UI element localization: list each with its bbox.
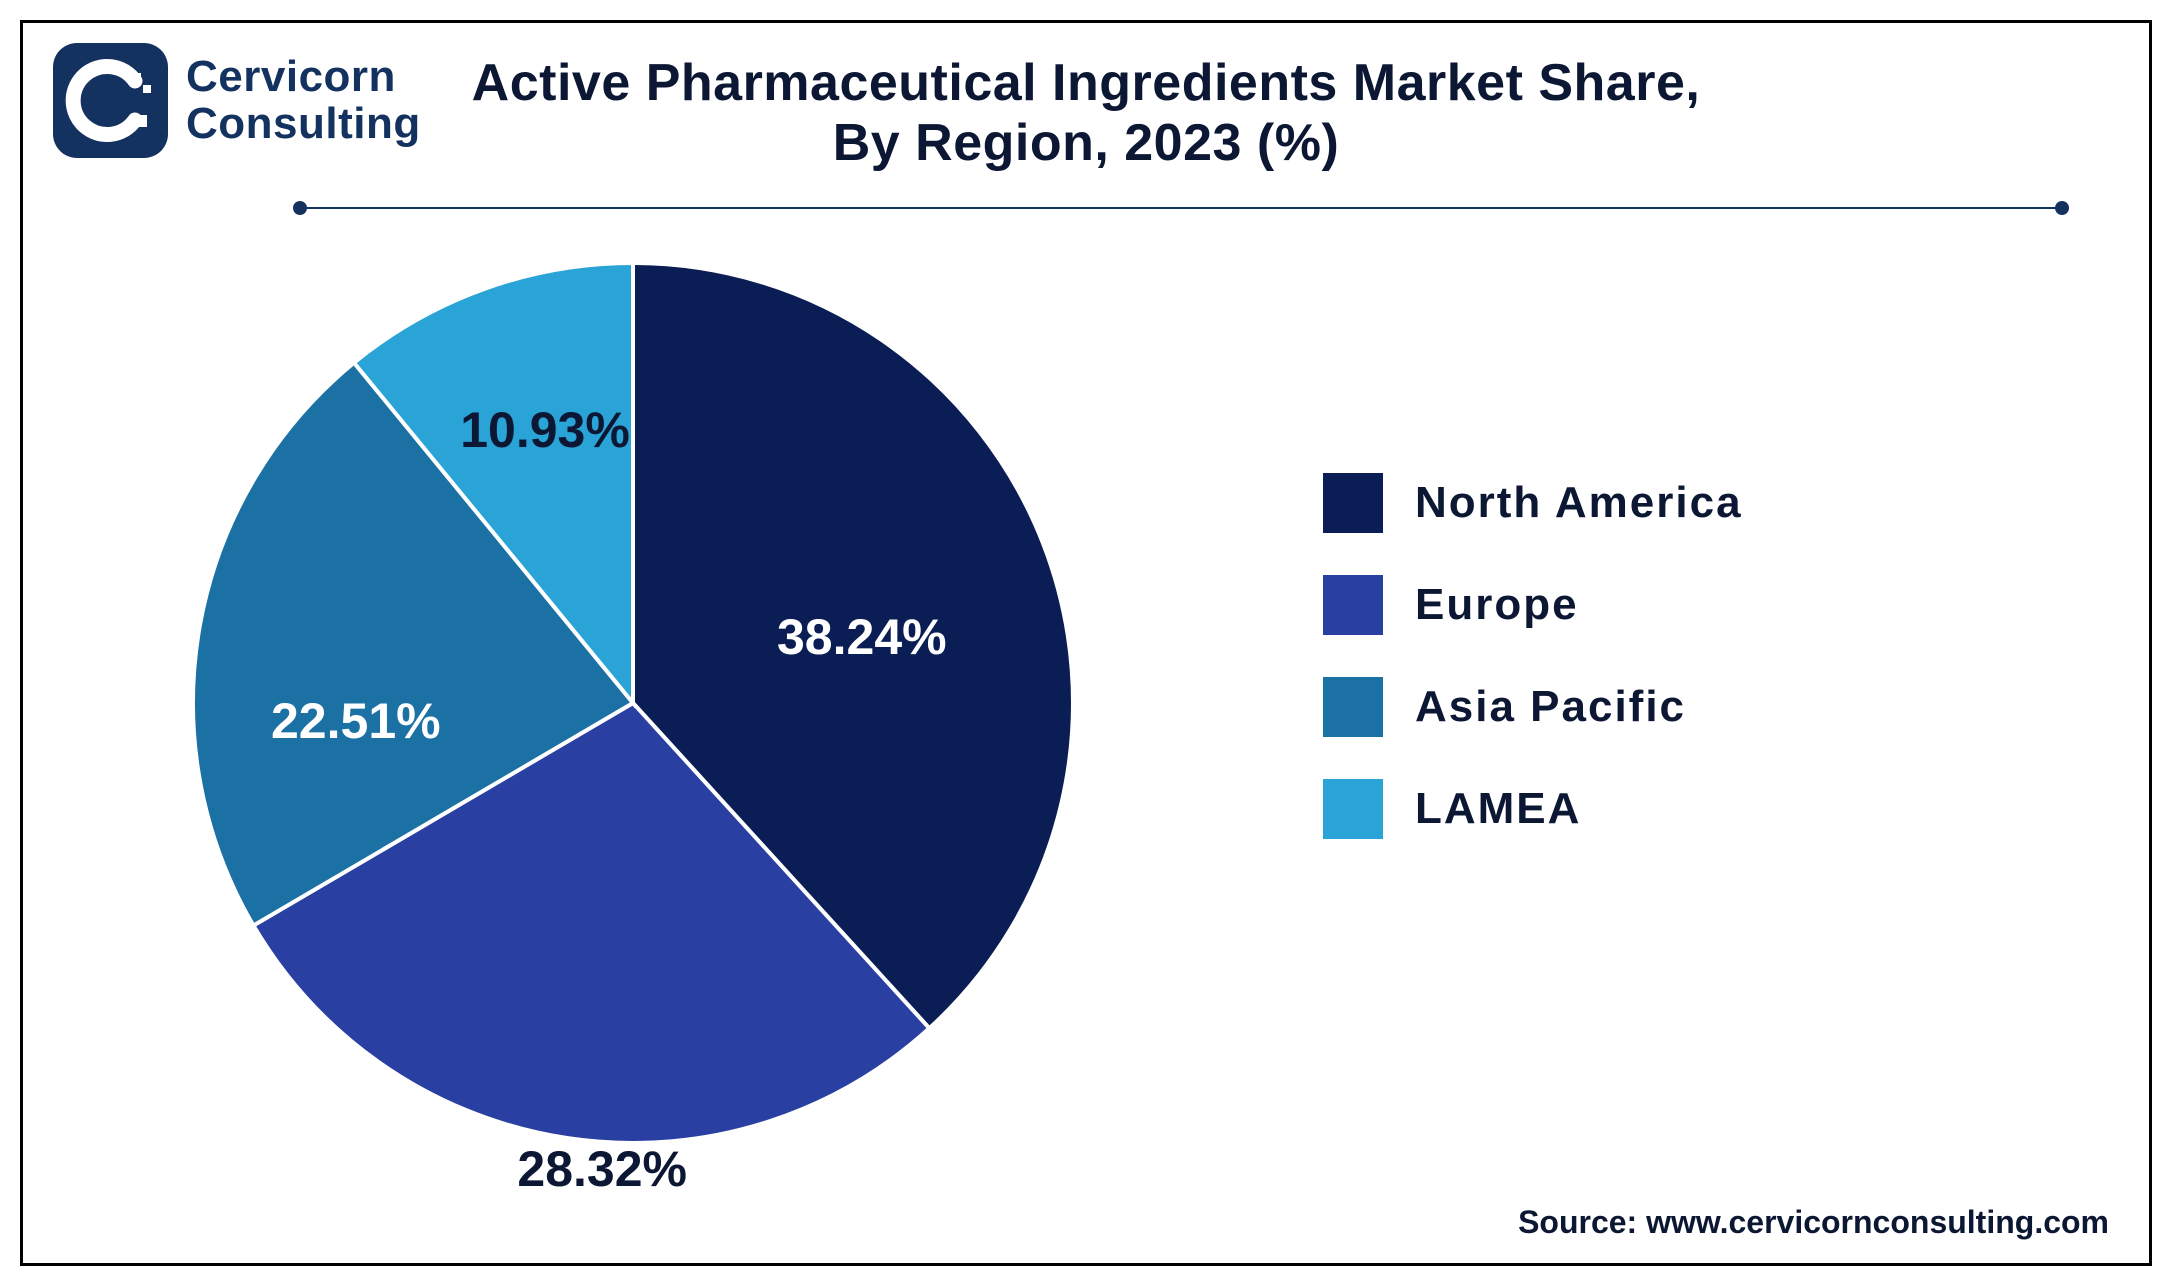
pie-slice-label: 38.24% <box>777 608 947 666</box>
chart-title-line2: By Region, 2023 (%) <box>23 113 2149 173</box>
legend-label: LAMEA <box>1415 784 1581 834</box>
pie-slice-label: 10.93% <box>460 401 630 459</box>
legend-item: North America <box>1323 473 1743 533</box>
pie-slice-label: 22.51% <box>271 692 441 750</box>
legend-swatch <box>1323 779 1383 839</box>
legend-item: Asia Pacific <box>1323 677 1743 737</box>
legend-swatch <box>1323 473 1383 533</box>
legend-label: Asia Pacific <box>1415 682 1686 732</box>
source-attribution: Source: www.cervicornconsulting.com <box>1518 1204 2109 1241</box>
legend-label: North America <box>1415 478 1743 528</box>
legend: North America Europe Asia Pacific LAMEA <box>1323 473 1743 839</box>
legend-item: Europe <box>1323 575 1743 635</box>
title-divider <box>293 201 2069 215</box>
pie-slice-label: 28.32% <box>517 1140 687 1198</box>
chart-title: Active Pharmaceutical Ingredients Market… <box>23 53 2149 173</box>
legend-swatch <box>1323 575 1383 635</box>
legend-item: LAMEA <box>1323 779 1743 839</box>
divider-dot-left <box>293 201 307 215</box>
legend-swatch <box>1323 677 1383 737</box>
divider-dot-right <box>2055 201 2069 215</box>
pie-chart: 38.24%28.32%22.51%10.93% <box>173 243 1093 1163</box>
legend-label: Europe <box>1415 580 1579 630</box>
chart-frame: Cervicorn Consulting Active Pharmaceutic… <box>20 20 2152 1266</box>
chart-title-line1: Active Pharmaceutical Ingredients Market… <box>23 53 2149 113</box>
